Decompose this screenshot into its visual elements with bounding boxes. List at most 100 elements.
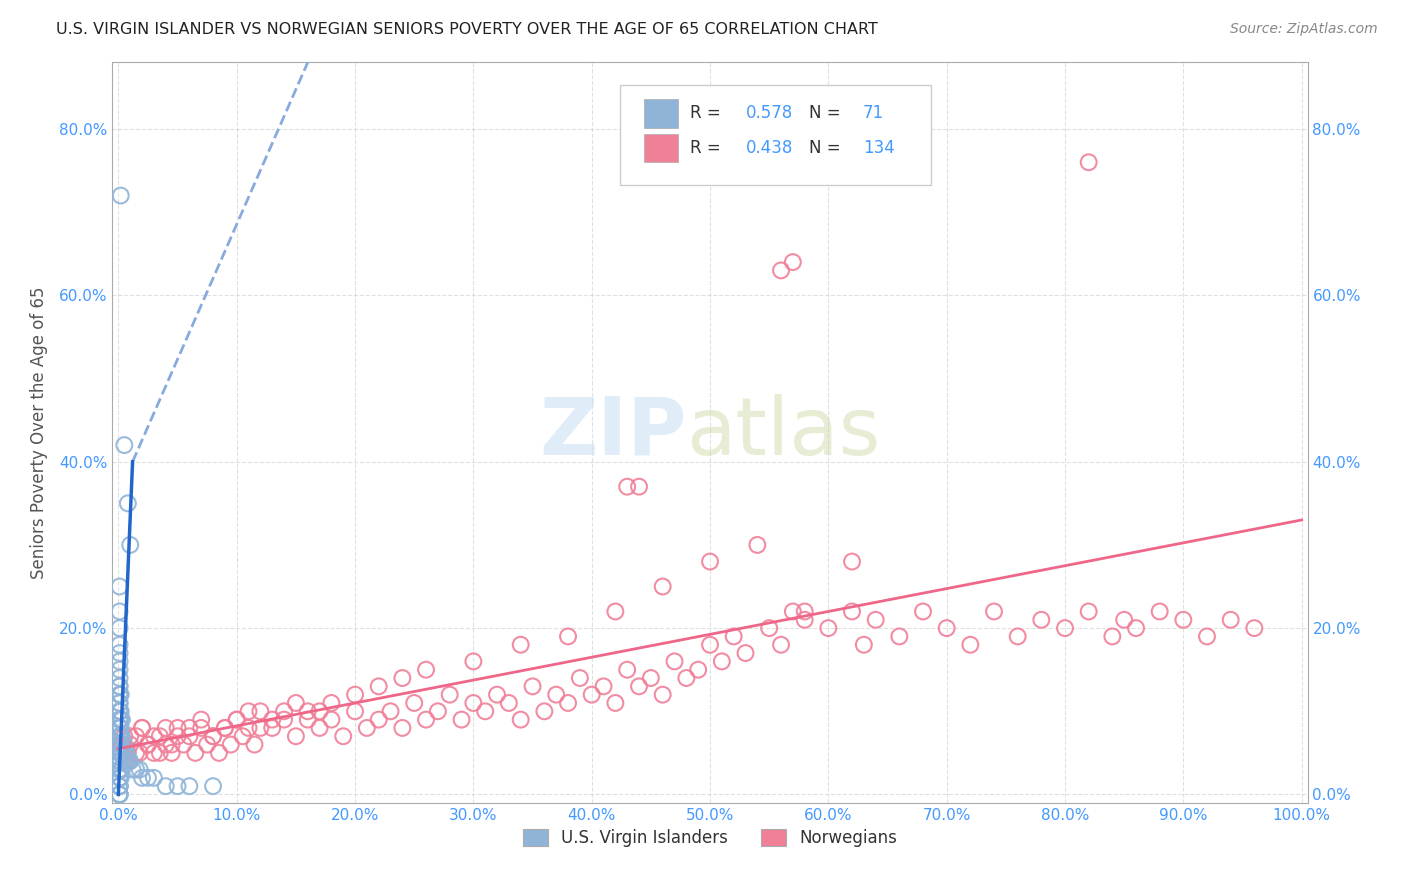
- Point: [108, 738, 131, 752]
- Point: [110, 721, 132, 735]
- Point: [117, 754, 139, 768]
- Point: [367, 679, 389, 693]
- Point: [344, 688, 367, 702]
- Point: [1114, 613, 1136, 627]
- Point: [273, 704, 295, 718]
- FancyBboxPatch shape: [620, 85, 931, 185]
- Point: [190, 721, 212, 735]
- Point: [108, 779, 131, 793]
- Point: [605, 605, 627, 619]
- Point: [149, 746, 172, 760]
- Point: [110, 746, 132, 760]
- Point: [112, 729, 135, 743]
- Point: [391, 721, 413, 735]
- Point: [108, 779, 131, 793]
- Point: [640, 671, 662, 685]
- Point: [232, 729, 254, 743]
- Text: atlas: atlas: [686, 393, 880, 472]
- Point: [110, 754, 132, 768]
- Point: [110, 771, 132, 785]
- Point: [125, 763, 148, 777]
- Point: [404, 696, 426, 710]
- Y-axis label: Seniors Poverty Over the Age of 65: Seniors Poverty Over the Age of 65: [30, 286, 48, 579]
- Point: [179, 721, 201, 735]
- Point: [1053, 621, 1076, 635]
- Point: [111, 738, 134, 752]
- Point: [616, 480, 638, 494]
- Point: [1101, 629, 1123, 643]
- Point: [699, 638, 721, 652]
- Point: [557, 629, 579, 643]
- Point: [108, 713, 131, 727]
- Point: [817, 621, 839, 635]
- Point: [108, 713, 131, 727]
- Point: [110, 738, 132, 752]
- Point: [108, 580, 131, 594]
- Point: [202, 729, 225, 743]
- Point: [557, 696, 579, 710]
- Point: [108, 754, 131, 768]
- Point: [190, 713, 212, 727]
- Point: [202, 729, 225, 743]
- Point: [108, 746, 131, 760]
- Text: R =: R =: [690, 138, 725, 157]
- Point: [1077, 155, 1099, 169]
- Point: [699, 555, 721, 569]
- Point: [308, 721, 330, 735]
- Point: [581, 688, 603, 702]
- Point: [108, 788, 131, 802]
- Point: [136, 738, 159, 752]
- Point: [111, 746, 134, 760]
- Point: [110, 729, 132, 743]
- Point: [108, 663, 131, 677]
- Point: [688, 663, 710, 677]
- Point: [142, 729, 165, 743]
- Point: [108, 754, 131, 768]
- Text: R =: R =: [690, 103, 725, 122]
- Point: [111, 763, 134, 777]
- Point: [110, 713, 132, 727]
- Point: [592, 679, 614, 693]
- Point: [1219, 613, 1241, 627]
- Point: [262, 713, 284, 727]
- Point: [723, 629, 745, 643]
- Point: [865, 613, 887, 627]
- Text: N =: N =: [810, 138, 846, 157]
- Point: [160, 738, 183, 752]
- Point: [249, 721, 271, 735]
- Text: 0.438: 0.438: [747, 138, 793, 157]
- Point: [486, 688, 509, 702]
- Point: [675, 671, 697, 685]
- Point: [108, 763, 131, 777]
- Point: [108, 754, 131, 768]
- Point: [344, 704, 367, 718]
- Point: [184, 746, 207, 760]
- Point: [108, 729, 131, 743]
- Point: [841, 605, 863, 619]
- Point: [112, 738, 135, 752]
- Point: [628, 480, 651, 494]
- Point: [308, 704, 330, 718]
- Point: [225, 713, 247, 727]
- Text: ZIP: ZIP: [538, 393, 686, 472]
- Point: [108, 696, 131, 710]
- Point: [202, 779, 225, 793]
- Point: [214, 721, 236, 735]
- Point: [651, 580, 673, 594]
- Text: U.S. VIRGIN ISLANDER VS NORWEGIAN SENIORS POVERTY OVER THE AGE OF 65 CORRELATION: U.S. VIRGIN ISLANDER VS NORWEGIAN SENIOR…: [56, 22, 879, 37]
- Point: [651, 688, 673, 702]
- Point: [108, 696, 131, 710]
- Point: [179, 779, 201, 793]
- Point: [110, 688, 132, 702]
- Point: [149, 729, 172, 743]
- Point: [108, 729, 131, 743]
- Point: [136, 738, 159, 752]
- Point: [128, 746, 150, 760]
- Point: [616, 663, 638, 677]
- Point: [112, 438, 135, 452]
- Point: [120, 754, 142, 768]
- Point: [108, 605, 131, 619]
- Point: [509, 638, 531, 652]
- Point: [533, 704, 555, 718]
- Point: [108, 771, 131, 785]
